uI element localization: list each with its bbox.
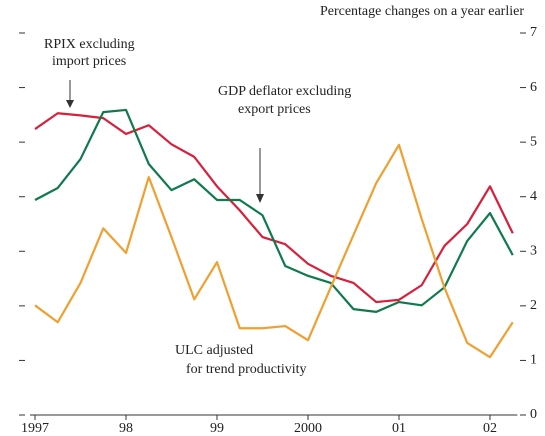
arrowhead — [66, 100, 74, 108]
y-tick-label: 6 — [530, 80, 537, 95]
arrowhead — [256, 194, 264, 203]
x-tick-label: 98 — [119, 421, 133, 436]
y-tick-label: 1 — [530, 353, 537, 368]
x-tick-label: 2000 — [294, 421, 322, 436]
annotation: GDP deflator excluding — [218, 84, 351, 99]
y-tick-label: 2 — [530, 298, 537, 313]
series-line — [34, 108, 514, 313]
y-tick-label: 0 — [530, 407, 537, 422]
annotation: import prices — [52, 54, 126, 69]
annotation: ULC adjusted — [175, 343, 253, 358]
x-tick-label: 1997 — [21, 421, 49, 436]
x-tick-label: 02 — [483, 421, 497, 436]
series-line — [34, 143, 514, 359]
x-tick-label: 01 — [392, 421, 406, 436]
series-line — [34, 112, 514, 304]
annotation: for trend productivity — [186, 362, 307, 377]
y-tick-label: 4 — [530, 189, 537, 204]
chart-subtitle: Percentage changes on a year earlier — [320, 4, 524, 19]
y-tick-label: 7 — [530, 25, 537, 40]
annotation: RPIX excluding — [44, 37, 135, 52]
y-tick-label: 3 — [530, 244, 537, 259]
annotation: export prices — [238, 102, 311, 117]
x-tick-label: 99 — [210, 421, 224, 436]
y-tick-label: 5 — [530, 134, 537, 149]
